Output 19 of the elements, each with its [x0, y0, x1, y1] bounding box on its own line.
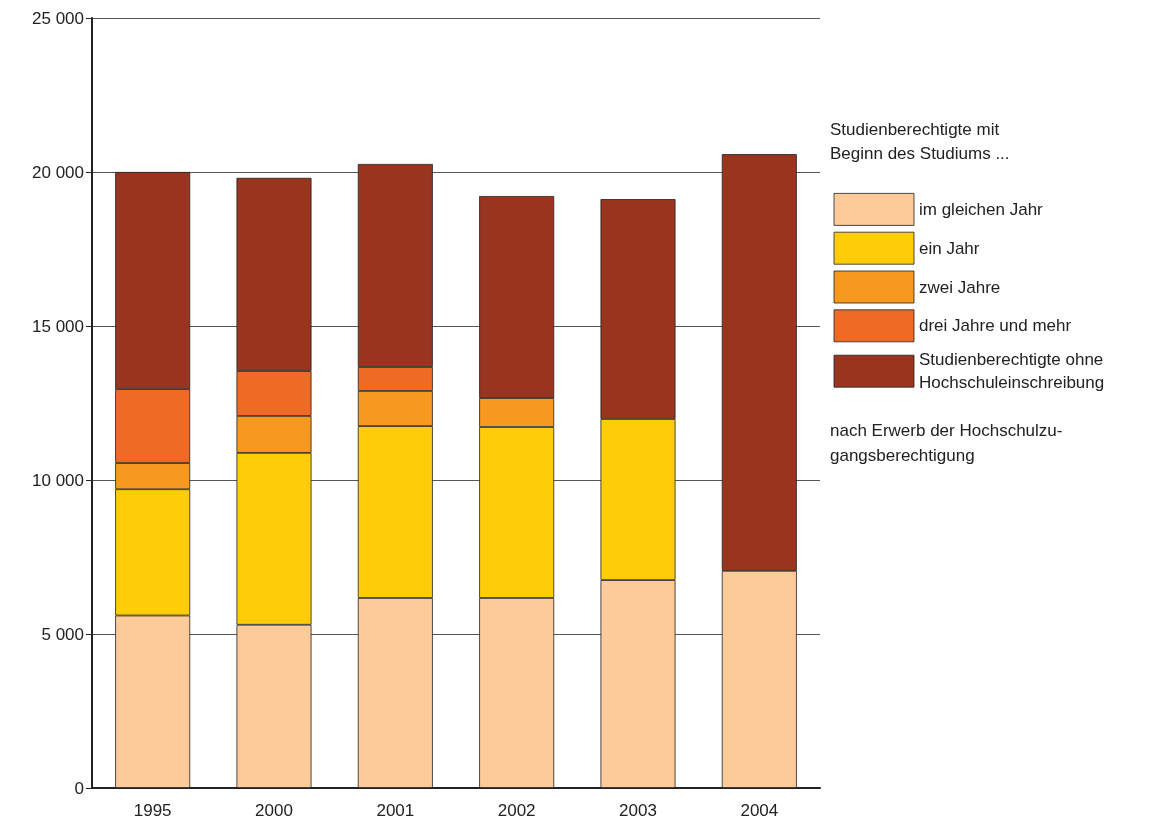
x-tick-label: 2002: [497, 801, 536, 820]
x-tick-label: 2003: [619, 801, 657, 820]
x-tick-label: 2004: [740, 801, 779, 820]
x-tick-label: 2000: [255, 801, 293, 820]
legend-label: ein Jahr: [919, 238, 980, 258]
y-tick-label: 10 000: [32, 470, 84, 490]
legend-label: im gleichen Jahr: [919, 199, 1044, 219]
y-tick-label: 20 000: [32, 162, 84, 182]
legend-label: Studienberechtigte ohne Hochschuleinschreibung: [919, 350, 1109, 393]
legend-title: Studienberechtigte mit Beginn des Studiums ...: [830, 119, 1010, 163]
x-tick-label: 2001: [376, 801, 415, 820]
y-tick-label: 15 000: [32, 316, 84, 336]
legend-label: drei Jahre und mehr: [919, 316, 1072, 336]
y-tick-label: 25 000: [32, 8, 84, 28]
legend-label: zwei Jahre: [919, 277, 1001, 297]
y-tick-label: 5 000: [41, 624, 84, 644]
text: nach Erwerb der Hochschulzu- gangsberechtigung: [830, 421, 1063, 465]
y-tick-label: 0: [74, 778, 84, 798]
x-tick-label: 1995: [133, 801, 172, 820]
